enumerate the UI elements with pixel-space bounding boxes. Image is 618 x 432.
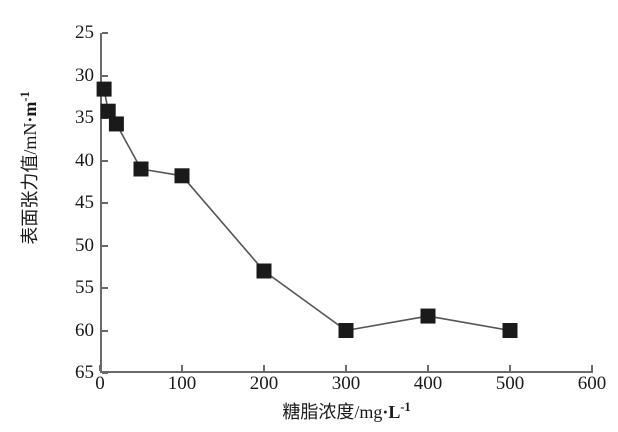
x-axis-title: 糖脂浓度/mg·L-1 xyxy=(100,398,593,424)
y-tick-label-35: 55 xyxy=(75,277,94,298)
y-tick-label-55: 35 xyxy=(75,107,94,128)
x-tick-500 xyxy=(509,365,511,371)
data-point-50-49 xyxy=(133,161,149,177)
x-tick-0 xyxy=(99,365,101,371)
x-axis-title-exponent: -1 xyxy=(400,400,411,414)
y-axis-title: 表面张力值/mN·m-1 xyxy=(16,53,42,283)
y-tick-label-25: 65 xyxy=(75,362,94,383)
y-axis-title-main: 表面张力值/mN xyxy=(20,122,40,245)
y-tick-25 xyxy=(102,372,108,374)
x-tick-label-0: 0 xyxy=(95,373,105,394)
x-tick-400 xyxy=(427,365,429,371)
y-tick-label-50: 40 xyxy=(75,149,94,171)
y-axis-line xyxy=(100,33,102,373)
data-point-300-30 xyxy=(338,323,354,338)
y-axis-title-exponent: -1 xyxy=(18,91,32,102)
y-tick-label-45: 45 xyxy=(75,192,94,213)
x-tick-label-400: 400 xyxy=(413,373,443,394)
y-tick-40 xyxy=(102,244,108,247)
x-tick-label-300: 300 xyxy=(331,373,361,394)
x-tick-label-600: 600 xyxy=(577,373,607,394)
y-tick-label-30: 60 xyxy=(75,319,94,341)
y-tick-50 xyxy=(102,159,108,162)
data-point-500-30 xyxy=(502,323,518,338)
y-tick-60 xyxy=(102,74,108,77)
x-tick-100 xyxy=(181,365,183,371)
data-point-10-55.8 xyxy=(100,103,116,119)
y-tick-35 xyxy=(102,287,108,289)
data-point-100-48.2 xyxy=(174,168,190,184)
data-point-20-54.3 xyxy=(108,116,124,132)
series-canvas xyxy=(96,81,518,338)
x-tick-600 xyxy=(591,365,593,371)
x-axis-title-main: 糖脂浓度/mg xyxy=(282,402,383,422)
x-tick-label-500: 500 xyxy=(495,373,525,394)
data-point-5-58.4 xyxy=(96,81,112,97)
x-tick-label-200: 200 xyxy=(249,373,279,394)
x-tick-200 xyxy=(263,365,265,371)
series-line-0 xyxy=(103,88,511,332)
x-axis-title-unit: ·L xyxy=(382,402,401,422)
x-tick-label-100: 100 xyxy=(167,373,197,394)
x-tick-300 xyxy=(345,365,347,371)
plot-area xyxy=(96,33,592,373)
y-tick-30 xyxy=(102,329,108,332)
x-axis-line xyxy=(100,371,593,373)
y-tick-label-65: 25 xyxy=(75,22,94,43)
y-axis-title-unit: ·m xyxy=(20,101,40,123)
y-tick-65 xyxy=(102,32,108,34)
y-tick-label-40: 50 xyxy=(75,234,94,256)
y-tick-45 xyxy=(102,202,108,204)
data-point-200-37 xyxy=(256,263,272,279)
data-point-400-31.7 xyxy=(420,308,436,324)
y-tick-label-60: 30 xyxy=(75,64,94,86)
